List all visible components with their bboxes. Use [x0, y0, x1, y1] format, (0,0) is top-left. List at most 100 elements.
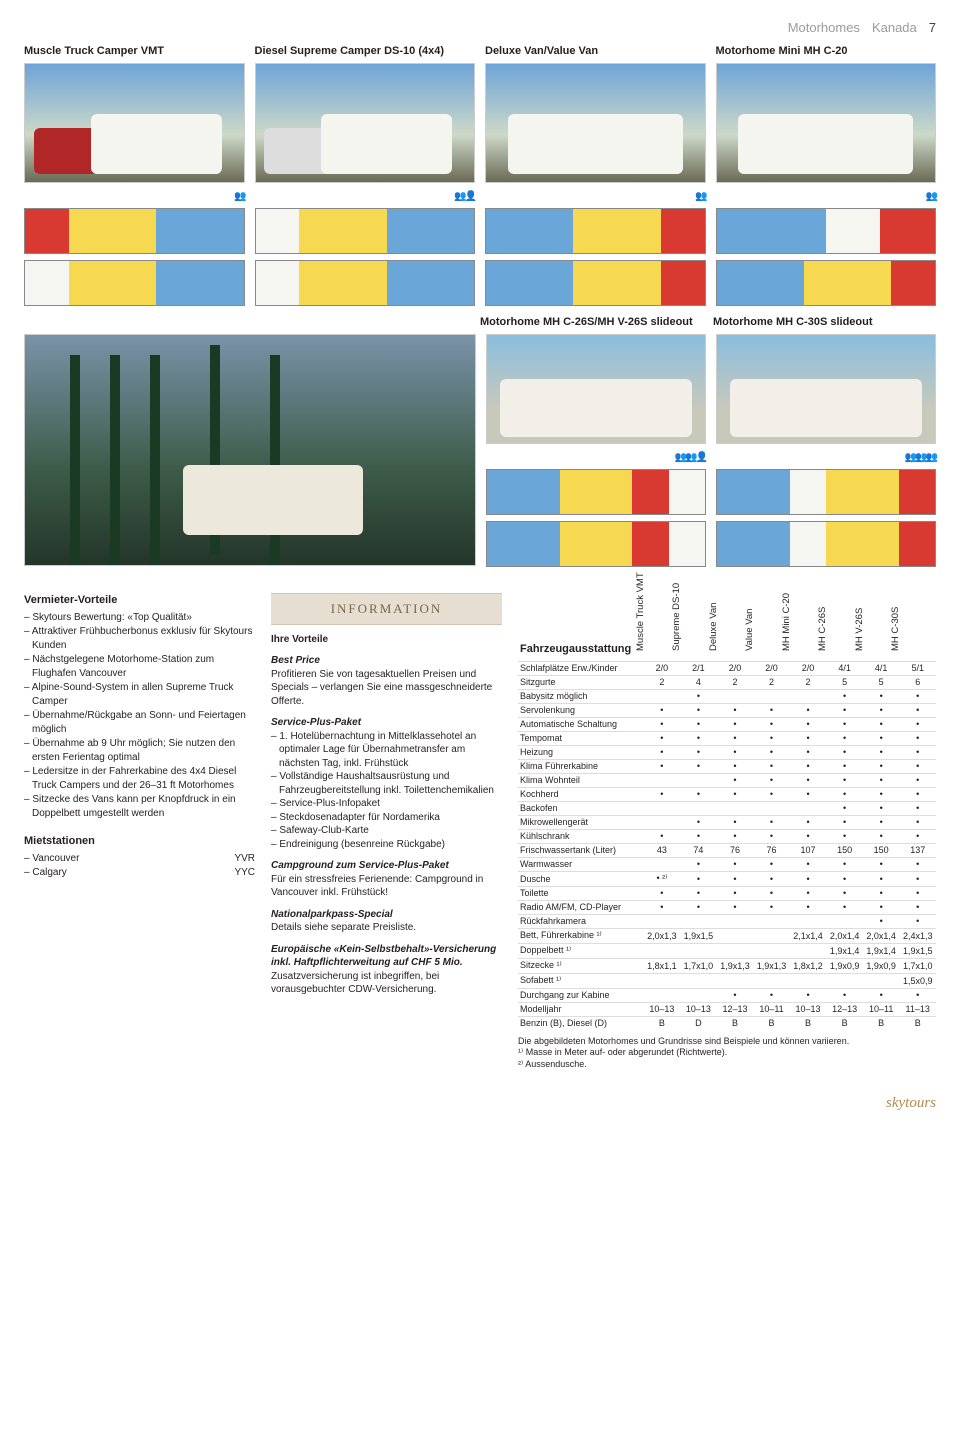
spec-cell — [790, 973, 827, 988]
spec-cell: 1,8x1,1 — [644, 958, 681, 973]
spec-cell: 12–13 — [717, 1002, 754, 1016]
floorplan-group: 👥👥👤 — [486, 452, 706, 567]
top-floorplan-row: 👥 👥👤 👥 👥 — [24, 191, 936, 306]
spec-cell: • — [899, 988, 936, 1002]
model-title: Muscle Truck Camper VMT — [24, 45, 245, 57]
spec-cell — [753, 943, 790, 958]
spec-cell — [826, 973, 863, 988]
spec-cell: • — [899, 703, 936, 717]
spec-cell: • — [753, 829, 790, 843]
spec-row-label: Modelljahr — [518, 1002, 644, 1016]
spec-cell: • — [826, 801, 863, 815]
spec-cell: • — [753, 759, 790, 773]
spec-cell: • — [863, 815, 900, 829]
spec-cell: • — [753, 717, 790, 731]
table-row: Modelljahr10–1310–1312–1310–1110–1312–13… — [518, 1002, 936, 1016]
spec-cell: • — [826, 886, 863, 900]
list-item: Nächstgelegene Motorhome-Station zum Flu… — [24, 653, 255, 680]
bottom-columns: Vermieter-Vorteile Skytours Bewertung: «… — [24, 593, 936, 1071]
spec-cell: • — [863, 801, 900, 815]
spec-cell — [790, 689, 827, 703]
spec-cell: • — [644, 731, 681, 745]
table-row: Bett, Führerkabine ¹⁾2,0x1,31,9x1,52,1x1… — [518, 928, 936, 943]
information-banner: INFORMATION — [271, 593, 502, 625]
spec-cell: 1,9x1,5 — [899, 943, 936, 958]
spec-row-label: Frischwassertank (Liter) — [518, 843, 644, 857]
spec-row-label: Automatische Schaltung — [518, 717, 644, 731]
spec-cell: B — [826, 1016, 863, 1030]
table-row: Klima Wohnteil•••••• — [518, 773, 936, 787]
list-item: Sitzecke des Vans kann per Knopfdruck in… — [24, 793, 255, 820]
spec-cell: 2 — [790, 675, 827, 689]
spec-cell: • — [717, 815, 754, 829]
table-row: Sofabett ¹⁾1,5x0,9 — [518, 973, 936, 988]
spec-cell: • — [790, 886, 827, 900]
spec-row-label: Toilette — [518, 886, 644, 900]
spec-cell: • — [790, 829, 827, 843]
spec-cell: • — [680, 857, 717, 871]
spec-table: FahrzeugausstattungMuscle Truck VMTSupre… — [518, 593, 936, 1030]
spec-cell: • — [899, 871, 936, 886]
spec-cell: 11–13 — [899, 1002, 936, 1016]
spec-cell: 76 — [717, 843, 754, 857]
spec-cell — [790, 943, 827, 958]
spec-cell: • — [717, 900, 754, 914]
spec-cell: B — [644, 1016, 681, 1030]
spec-row-label: Servolenkung — [518, 703, 644, 717]
floorplan-group: 👥👥👥 — [716, 452, 936, 567]
spec-cell: 1,9x1,3 — [753, 958, 790, 973]
spec-cell: • — [790, 787, 827, 801]
list-item: Steckdosenadapter für Nordamerika — [271, 811, 502, 825]
spec-cell: 2 — [753, 675, 790, 689]
spec-row-label: Rückfahrkamera — [518, 914, 644, 928]
spec-cell: 4/1 — [863, 661, 900, 675]
spec-cell: • — [863, 717, 900, 731]
spec-row-label: Sitzgurte — [518, 675, 644, 689]
spec-cell: 10–11 — [753, 1002, 790, 1016]
spec-cell: 10–13 — [644, 1002, 681, 1016]
spec-cell — [790, 914, 827, 928]
spec-row-label: Doppelbett ¹⁾ — [518, 943, 644, 958]
floorplan — [716, 469, 936, 515]
spec-cell: 1,8x1,2 — [790, 958, 827, 973]
list-item: Attraktiver Frühbucherbonus exklusiv für… — [24, 625, 255, 652]
spec-cell: B — [753, 1016, 790, 1030]
spec-row-label: Heizung — [518, 745, 644, 759]
spec-cell: 2,0x1,4 — [863, 928, 900, 943]
table-row: Frischwassertank (Liter)4374767610715015… — [518, 843, 936, 857]
spec-row-label: Tempomat — [518, 731, 644, 745]
model-photo — [486, 334, 706, 444]
spec-cell: • — [790, 731, 827, 745]
spec-row-label: Bett, Führerkabine ¹⁾ — [518, 928, 644, 943]
spec-cell: • — [753, 988, 790, 1002]
advantages-column: Vermieter-Vorteile Skytours Bewertung: «… — [24, 593, 255, 1071]
spec-cell: • — [826, 988, 863, 1002]
spec-cell: 2/0 — [790, 661, 827, 675]
spec-cell: • ²⁾ — [644, 871, 681, 886]
spec-cell: • — [863, 731, 900, 745]
header-region: Kanada — [872, 20, 917, 35]
spec-cell — [680, 773, 717, 787]
campground-heading: Campground zum Service-Plus-Paket — [271, 859, 502, 873]
best-price-heading: Best Price — [271, 654, 502, 668]
floorplan — [485, 208, 706, 254]
spec-cell: • — [790, 759, 827, 773]
spec-cell: • — [826, 745, 863, 759]
spec-cell: • — [644, 717, 681, 731]
mid-titles-row: Motorhome MH C-26S/MH V-26S slideout Mot… — [24, 316, 936, 328]
spec-cell: • — [717, 871, 754, 886]
spec-cell — [680, 943, 717, 958]
spec-cell: • — [826, 717, 863, 731]
spec-cell: • — [753, 773, 790, 787]
spec-cell: • — [899, 857, 936, 871]
spec-row-label: Radio AM/FM, CD-Player — [518, 900, 644, 914]
spec-cell — [753, 914, 790, 928]
spec-cell — [644, 943, 681, 958]
spec-cell: B — [717, 1016, 754, 1030]
spec-cell: • — [899, 900, 936, 914]
spec-row-label: Schlafplätze Erw./Kinder — [518, 661, 644, 675]
spec-cell: • — [717, 745, 754, 759]
spec-cell: • — [680, 689, 717, 703]
list-item: Alpine-Sound-System in allen Supreme Tru… — [24, 681, 255, 708]
spec-cell: • — [863, 988, 900, 1002]
